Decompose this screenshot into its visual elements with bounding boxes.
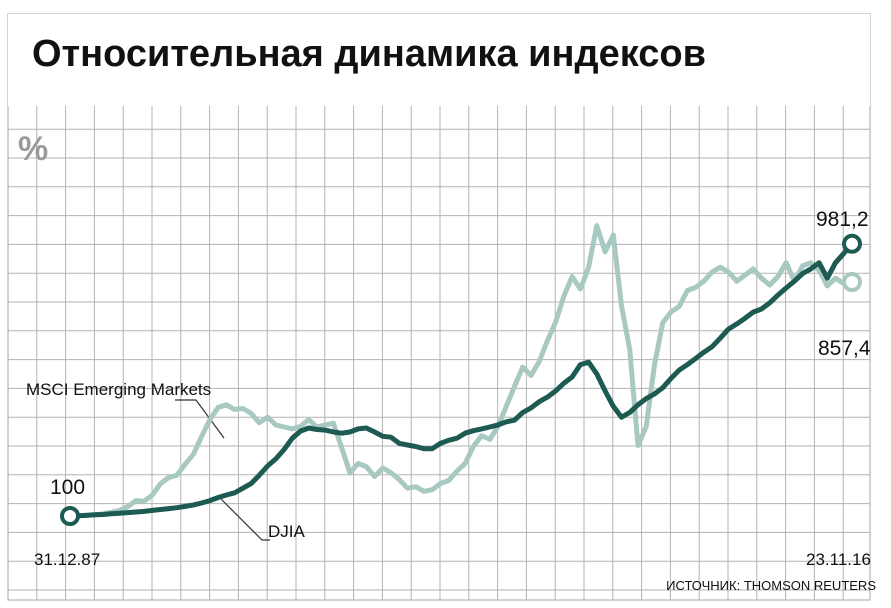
series-line-djia (67, 241, 855, 519)
start-value-label: 100 (50, 476, 85, 499)
start-marker (60, 506, 80, 526)
x-tick-label-start: 31.12.87 (34, 550, 100, 569)
title-background (8, 14, 870, 106)
djia-leader-line (217, 495, 270, 541)
leader-lines (175, 399, 270, 541)
end-marker-msci (842, 272, 862, 293)
source-note: ИСТОЧНИК: THOMSON REUTERS (666, 578, 876, 593)
legend-label-msci: MSCI Emerging Markets (26, 380, 211, 399)
end-value-label-djia: 981,2 (816, 208, 869, 231)
end-value-label-msci: 857,4 (818, 337, 871, 360)
end-marker-djia (842, 233, 862, 254)
series-line-msci (67, 223, 855, 519)
chart-title: Относительная динамика индексов (32, 33, 706, 75)
legend-label-djia: DJIA (268, 522, 306, 541)
unit-label: % (18, 130, 48, 168)
x-tick-label-end: 23.11.16 (806, 550, 871, 569)
msci-leader-line (175, 399, 225, 439)
